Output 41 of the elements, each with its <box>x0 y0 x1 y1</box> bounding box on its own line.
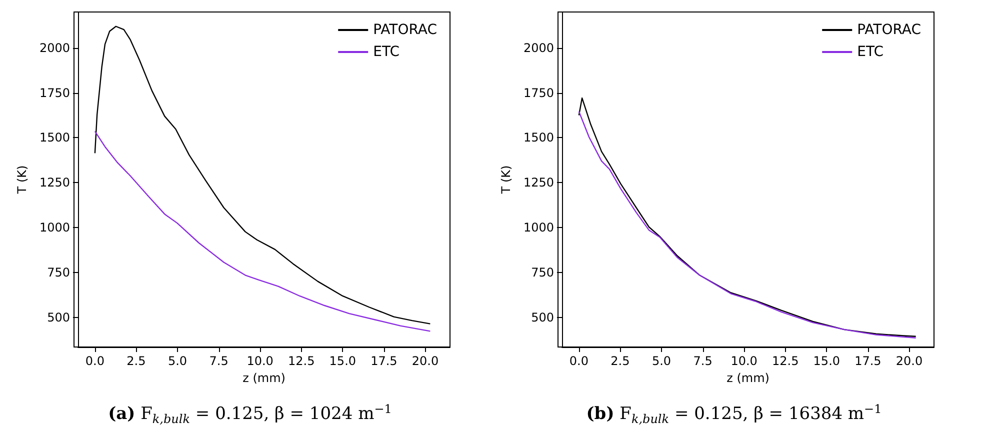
x-tick-label: 17.5 <box>370 354 398 368</box>
x-tick-label: 12.5 <box>288 354 315 368</box>
x-tick-label: 7.5 <box>209 354 228 368</box>
x-tick-label: 20.0 <box>412 354 439 368</box>
legend-label: PATORAC <box>373 22 438 38</box>
x-axis-title: z (mm) <box>242 370 286 385</box>
x-tick-label: 17.5 <box>854 354 882 368</box>
y-tick-label: 1000 <box>523 220 554 235</box>
y-tick-label: 1000 <box>39 220 70 235</box>
y-tick-label: 1250 <box>523 176 554 190</box>
x-tick-label: 12.5 <box>772 354 799 368</box>
x-tick-label: 5.0 <box>168 354 188 368</box>
y-tick-label: 1750 <box>523 86 554 100</box>
x-tick-label: 0.0 <box>85 354 104 368</box>
y-tick-label: 1500 <box>39 130 70 145</box>
y-axis-title: T (K) <box>15 165 29 195</box>
x-axis-title: z (mm) <box>726 370 770 385</box>
legend-label: PATORAC <box>857 22 922 38</box>
y-axis-title: T (K) <box>499 165 513 195</box>
x-tick-label: 7.5 <box>693 354 712 368</box>
y-tick-label: 1750 <box>39 86 70 100</box>
x-tick-label: 15.0 <box>813 354 840 368</box>
y-tick-label: 500 <box>47 310 70 324</box>
y-tick-label: 1250 <box>39 176 70 190</box>
y-tick-label: 1500 <box>523 130 554 145</box>
x-tick-label: 5.0 <box>652 354 672 368</box>
x-tick-label: 2.5 <box>126 354 146 368</box>
y-tick-label: 750 <box>531 265 554 280</box>
line-series <box>94 130 431 332</box>
legend-label: ETC <box>857 44 884 60</box>
x-tick-label: 10.0 <box>730 354 758 368</box>
y-tick-label: 750 <box>47 265 70 280</box>
x-tick-label: 20.0 <box>896 354 923 368</box>
x-tick-label: 10.0 <box>246 354 274 368</box>
y-tick-label: 500 <box>531 310 554 324</box>
x-tick-label: 2.5 <box>610 354 630 368</box>
y-tick-label: 2000 <box>523 40 554 55</box>
x-tick-label: 15.0 <box>329 354 356 368</box>
x-tick-label: 0.0 <box>569 354 588 368</box>
legend-label: ETC <box>373 44 400 60</box>
y-tick-label: 2000 <box>39 40 70 55</box>
